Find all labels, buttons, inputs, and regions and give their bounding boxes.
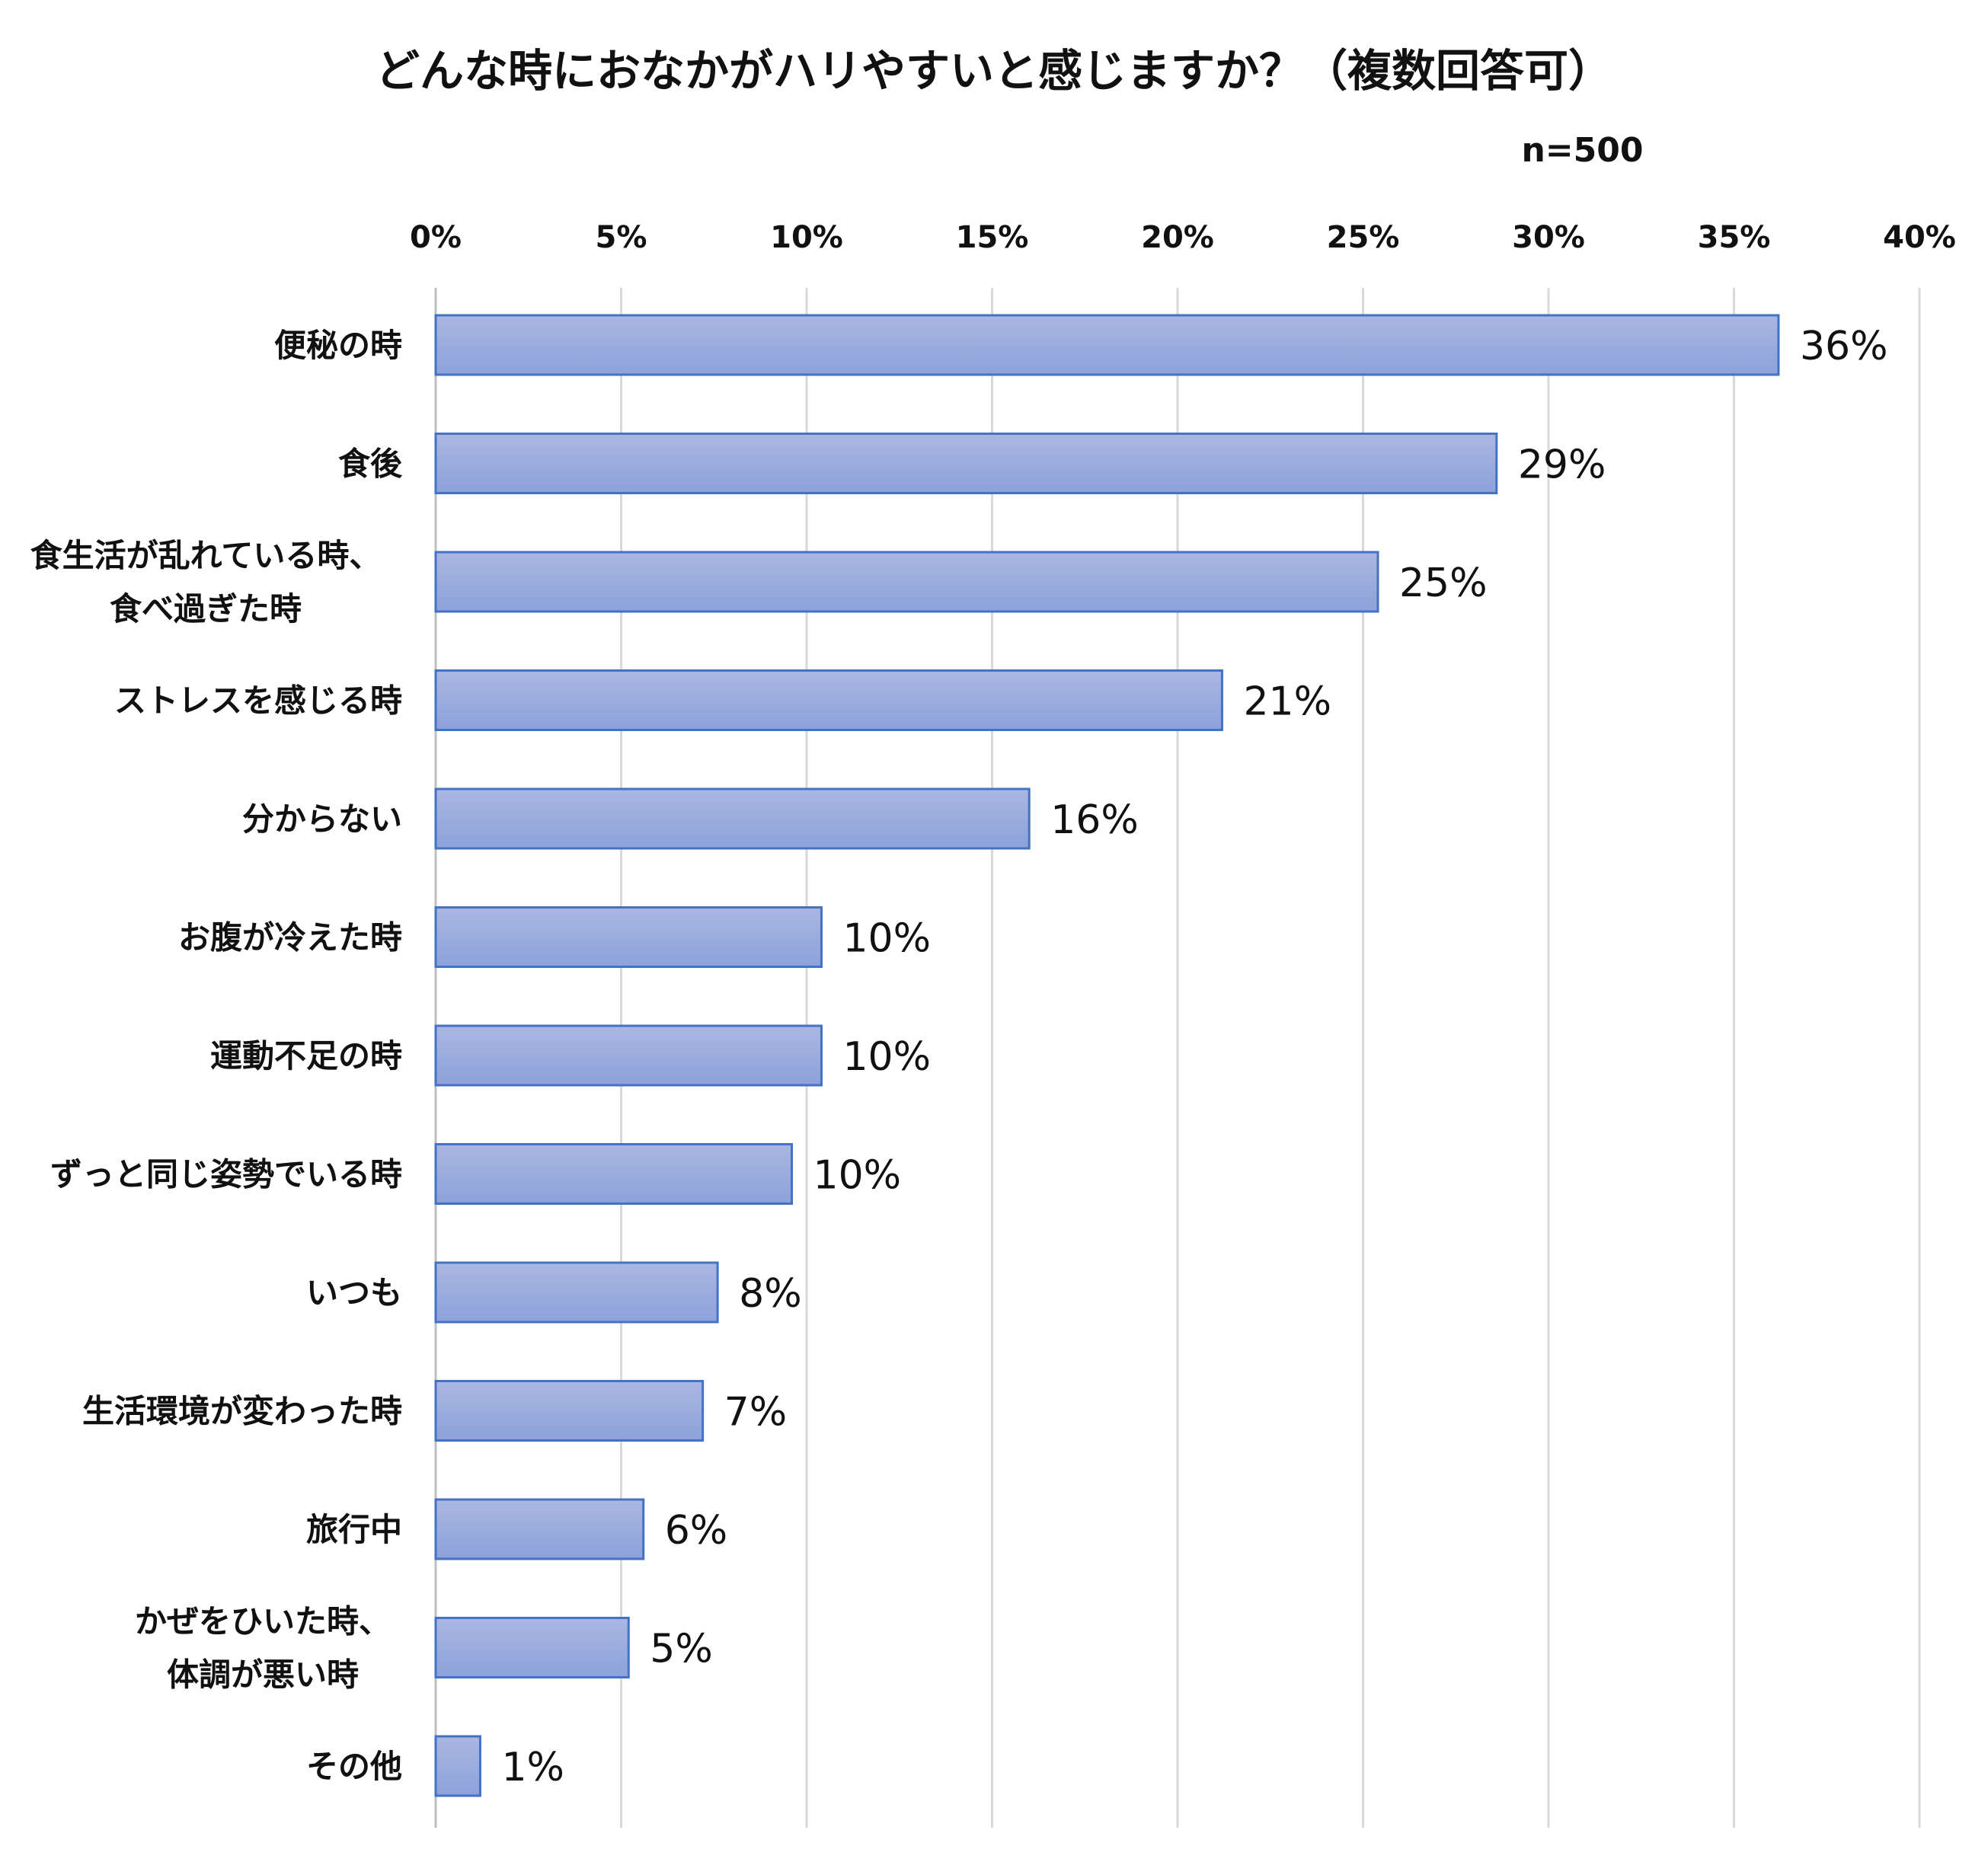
x-tick-label: 15%	[956, 220, 1029, 255]
x-tick-label: 40%	[1883, 220, 1956, 255]
bar	[434, 1024, 823, 1087]
category-label: 食後	[338, 446, 403, 483]
category-label: ストレスを感じる時	[114, 682, 402, 720]
bar	[434, 1143, 794, 1205]
bar	[434, 1261, 719, 1324]
data-label: 21%	[1243, 679, 1331, 725]
category-label: 運動不足の時	[210, 1037, 402, 1075]
bar	[434, 906, 823, 968]
bar	[434, 1617, 630, 1678]
bar	[434, 551, 1379, 613]
bar	[434, 1498, 645, 1560]
bar	[434, 669, 1223, 731]
x-tick-label: 25%	[1327, 220, 1400, 255]
data-label: 7%	[724, 1390, 788, 1436]
category-label: その他	[306, 1748, 402, 1785]
category-label: 食生活が乱れている時、	[30, 537, 382, 574]
category-label: いつも	[306, 1274, 402, 1311]
bar	[434, 433, 1498, 494]
category-label: 便秘の時	[274, 327, 402, 364]
category-labels: 便秘の時食後食生活が乱れている時、食べ過ぎた時ストレスを感じる時分からないお腹が…	[30, 327, 403, 1785]
x-axis-tick-labels: 0% 5% 10% 15% 20% 25% 30% 35% 40%	[410, 220, 1956, 255]
data-label: 10%	[813, 1153, 902, 1199]
x-tick-label: 30%	[1512, 220, 1585, 255]
category-label: お腹が冷えた時	[178, 919, 402, 957]
category-label: ずっと同じ姿勢でいる時	[50, 1156, 402, 1193]
data-labels: 36% 29% 25% 21% 16% 10% 10% 10% 8% 7% 6% 5% 1%	[501, 324, 1887, 1790]
bar	[434, 1380, 705, 1442]
category-label: 体調が悪い時	[167, 1656, 359, 1694]
bar	[434, 1735, 481, 1797]
data-label: 36%	[1800, 324, 1888, 369]
bars	[434, 314, 1780, 1797]
data-label: 6%	[665, 1508, 728, 1554]
data-label: 16%	[1050, 797, 1139, 843]
data-label: 8%	[739, 1271, 802, 1317]
data-label: 5%	[650, 1627, 713, 1672]
sample-size-note: n=500	[1521, 131, 1644, 170]
category-label: 旅行中	[306, 1511, 402, 1548]
chart-title: どんな時におなかがハリやすいと感じますか？（複数回答可）	[375, 45, 1612, 97]
x-tick-label: 10%	[770, 220, 843, 255]
category-label: 生活環境が変わった時	[82, 1393, 402, 1430]
data-label: 1%	[501, 1745, 564, 1790]
category-label: かぜをひいた時、	[135, 1603, 391, 1640]
data-label: 25%	[1399, 561, 1488, 606]
x-tick-label: 5%	[596, 220, 647, 255]
bar	[434, 787, 1031, 850]
data-label: 10%	[842, 916, 931, 962]
category-label: 分からない	[242, 800, 402, 838]
x-tick-label: 35%	[1698, 220, 1771, 255]
data-label: 29%	[1518, 442, 1606, 488]
bar	[434, 314, 1780, 376]
x-tick-label: 0%	[410, 220, 462, 255]
data-label: 10%	[842, 1034, 931, 1080]
category-label: 食べ過ぎた時	[110, 590, 302, 628]
x-tick-label: 20%	[1141, 220, 1214, 255]
